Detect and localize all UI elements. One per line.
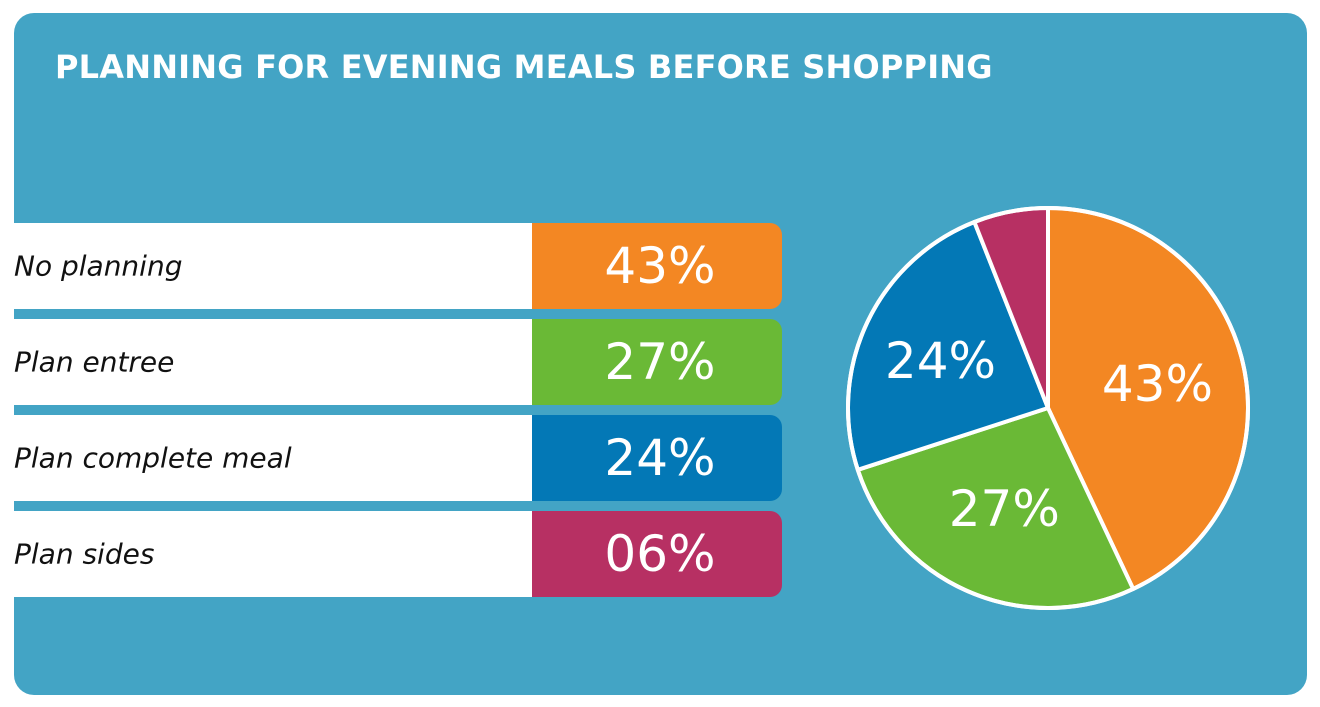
pie-label-plan-entree: 27%	[949, 480, 1060, 538]
row-value-no-planning: 43%	[532, 223, 782, 309]
pie-outline	[846, 206, 1250, 610]
row-plan-sides: Plan sides 06%	[14, 511, 782, 597]
pie-label-no-planning: 43%	[1102, 355, 1213, 413]
pie-label-plan-complete-meal: 24%	[885, 332, 996, 390]
row-value-plan-entree: 27%	[532, 319, 782, 405]
row-label-box: Plan sides	[14, 511, 532, 597]
row-no-planning: No planning 43%	[14, 223, 782, 309]
row-label-plan-complete-meal: Plan complete meal	[14, 441, 292, 475]
row-plan-complete-meal: Plan complete meal 24%	[14, 415, 782, 501]
row-label-plan-sides: Plan sides	[14, 537, 155, 571]
chart-title: PLANNING FOR EVENING MEALS BEFORE SHOPPI…	[55, 48, 993, 86]
row-label-plan-entree: Plan entree	[14, 345, 175, 379]
row-plan-entree: Plan entree 27%	[14, 319, 782, 405]
row-label-no-planning: No planning	[14, 249, 183, 283]
row-label-box: Plan entree	[14, 319, 532, 405]
row-value-plan-sides: 06%	[532, 511, 782, 597]
row-label-box: No planning	[14, 223, 532, 309]
row-value-plan-complete-meal: 24%	[532, 415, 782, 501]
row-label-box: Plan complete meal	[14, 415, 532, 501]
